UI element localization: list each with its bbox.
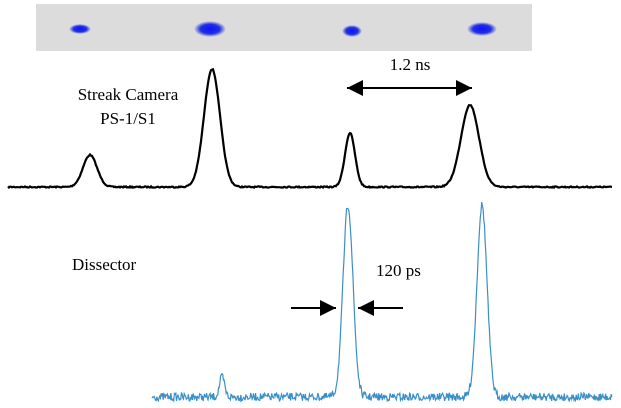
dissector-trace — [152, 202, 612, 401]
label: Dissector — [72, 255, 137, 274]
label: PS-1/S1 — [100, 109, 156, 128]
streak-image — [36, 4, 532, 51]
label: 120 ps — [376, 261, 421, 280]
figure: Streak Camera PS-1/S1 1.2 ns Dissector 1… — [0, 0, 621, 408]
label: 1.2 ns — [390, 55, 431, 74]
label: Streak Camera — [78, 85, 179, 104]
